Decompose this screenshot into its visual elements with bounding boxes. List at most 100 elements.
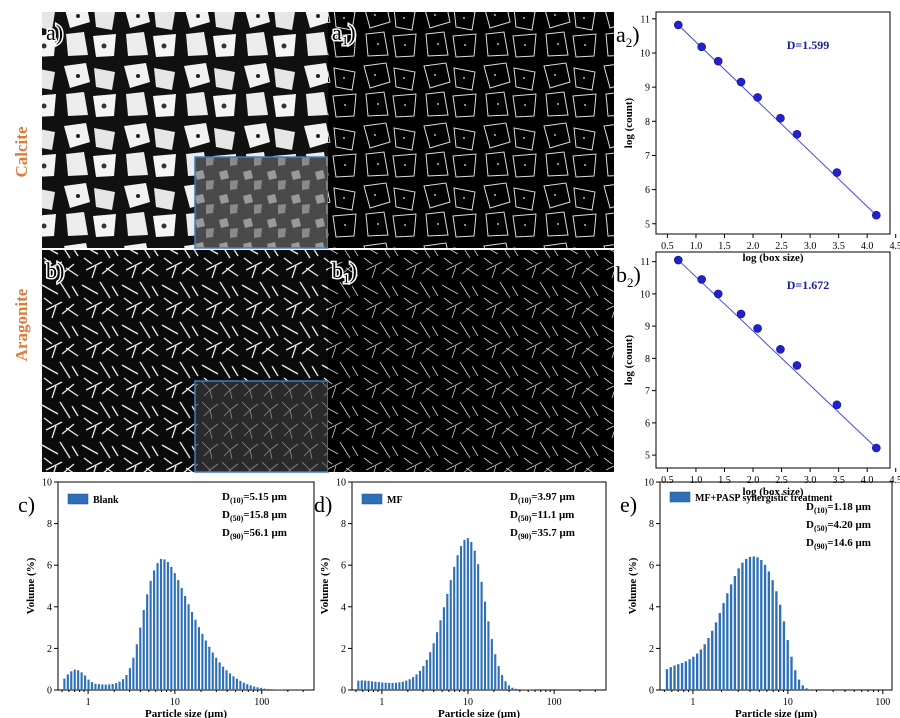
x-tick-label: 2.0 [747, 475, 760, 486]
data-point [673, 255, 683, 265]
y-axis-label: Volume (%) [627, 557, 639, 614]
y-tick-label: 11 [640, 257, 650, 268]
x-tick-label: 4.0 [861, 241, 874, 252]
bar [187, 604, 190, 690]
bar [745, 558, 748, 690]
y-tick-label: 7 [645, 151, 650, 162]
x-tick-label: 3.0 [804, 475, 817, 486]
data-point [776, 345, 785, 354]
bar [367, 680, 370, 690]
bar [748, 556, 752, 690]
bar [66, 674, 69, 690]
y-axis-label: Volume (%) [25, 557, 37, 614]
bar [104, 684, 107, 690]
bar [429, 652, 432, 690]
x-tick-label: 4.0 [861, 475, 874, 486]
data-point [713, 289, 723, 299]
x-axis-label: log (box size) [742, 486, 803, 498]
legend-label: Blank [93, 495, 119, 506]
y-tick-label: 6 [341, 561, 346, 572]
bar [381, 682, 384, 690]
data-point [697, 275, 706, 284]
bar [266, 688, 270, 690]
bar [801, 685, 804, 690]
data-point [753, 324, 762, 333]
bar [497, 666, 500, 690]
bar [173, 573, 176, 690]
bar [487, 621, 490, 690]
bar [714, 622, 718, 690]
bar [166, 562, 169, 690]
x-axis-label: Particle size (μm) [145, 708, 227, 718]
percentile-stat: D(90)=14.6 μm [806, 537, 871, 551]
panel-label: c) [18, 492, 35, 517]
bar [184, 595, 187, 690]
bar [239, 680, 242, 690]
micrograph-b: b) [42, 250, 329, 473]
bar [180, 588, 183, 690]
y-axis-label: log (count) [623, 97, 635, 148]
micrograph-a1: a1) [328, 12, 614, 248]
bar [711, 630, 714, 690]
bar [194, 619, 197, 690]
y-tick-label: 10 [640, 48, 650, 59]
x-tick-label: 1.5 [718, 475, 731, 486]
bar [398, 682, 401, 690]
bar [132, 657, 135, 690]
data-point [872, 210, 881, 220]
y-tick-label: 0 [47, 686, 52, 697]
bar [87, 679, 90, 690]
chart-b2-fractal-aragonite: 5 6 7 8 9 10 11 0.5 1.0 1.5 2.0 2.5 3.0 3.5 4.0 4.5 log … [616, 251, 900, 498]
y-tick-label: 7 [645, 386, 650, 397]
bar [232, 676, 235, 690]
bar [521, 689, 524, 690]
bar [794, 670, 797, 690]
bar [790, 656, 793, 690]
data-point [736, 77, 746, 87]
y-tick-label: 5 [645, 451, 650, 462]
x-tick-label: 2.5 [775, 241, 788, 252]
bar [388, 682, 391, 690]
x-axis-label: Particle size (μm) [438, 708, 520, 718]
legend-label: MF [387, 495, 403, 506]
bar [108, 684, 111, 690]
percentile-stat: D(50)=4.20 μm [806, 519, 871, 533]
bar [115, 683, 118, 690]
bar [146, 594, 149, 690]
panel-label: a2) [616, 22, 640, 50]
bar [401, 681, 404, 690]
bar [778, 604, 782, 690]
y-axis-label: Volume (%) [319, 557, 331, 614]
bar [760, 560, 763, 690]
x-tick-label: 1.0 [690, 475, 703, 486]
bar [432, 643, 435, 690]
y-tick-label: 10 [644, 478, 654, 489]
bar [775, 591, 778, 690]
bar [204, 640, 207, 690]
bar [235, 678, 238, 690]
bar [473, 550, 476, 690]
percentile-stat: D(50)=15.8 μm [222, 509, 287, 523]
bar [470, 541, 473, 690]
bar [782, 621, 786, 690]
bar [177, 580, 180, 690]
bar [446, 593, 449, 690]
y-tick-label: 10 [336, 478, 346, 489]
percentile-stat: D(10)=1.18 μm [806, 501, 871, 515]
row-label-aragonite: Aragonite [12, 288, 31, 361]
bar [756, 557, 759, 690]
x-tick-label: 100 [254, 697, 269, 708]
bar [767, 571, 771, 690]
bar [741, 562, 744, 690]
bar [225, 670, 228, 690]
bar [504, 681, 507, 690]
bar [456, 555, 459, 690]
x-axis-label: Particle size (μm) [735, 708, 817, 718]
bar [439, 620, 442, 690]
bar [73, 669, 76, 690]
bar [246, 684, 249, 690]
x-tick-label: 1 [379, 697, 384, 708]
bar [412, 677, 415, 690]
bar [418, 670, 422, 690]
micrograph-b1: b1) [328, 250, 614, 472]
